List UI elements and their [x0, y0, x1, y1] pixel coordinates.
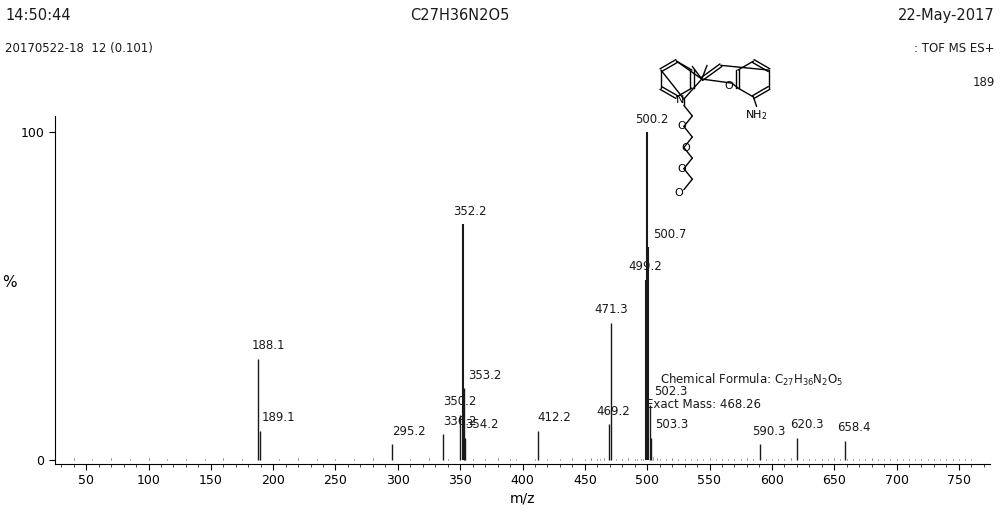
Text: 295.2: 295.2 — [392, 425, 425, 437]
Text: 20170522-18  12 (0.101): 20170522-18 12 (0.101) — [5, 42, 153, 55]
Text: NH$_2$: NH$_2$ — [745, 109, 768, 122]
Text: 412.2: 412.2 — [538, 412, 571, 424]
X-axis label: m/z: m/z — [510, 491, 535, 505]
Text: : TOF MS ES+: : TOF MS ES+ — [914, 42, 995, 55]
Text: O: O — [674, 188, 683, 198]
Text: 336.2: 336.2 — [443, 415, 476, 428]
Text: 189: 189 — [973, 76, 995, 90]
Text: 500.2: 500.2 — [635, 113, 668, 126]
Text: 658.4: 658.4 — [837, 421, 871, 434]
Text: 469.2: 469.2 — [596, 405, 630, 418]
Text: 590.3: 590.3 — [752, 425, 786, 437]
Text: 503.3: 503.3 — [655, 418, 688, 431]
Text: 14:50:44: 14:50:44 — [5, 8, 71, 23]
Text: C27H36N2O5: C27H36N2O5 — [410, 8, 510, 23]
Y-axis label: %: % — [2, 275, 17, 290]
Text: 353.2: 353.2 — [468, 369, 501, 382]
Text: O: O — [677, 122, 686, 131]
Text: 502.3: 502.3 — [654, 385, 687, 398]
Text: 189.1: 189.1 — [262, 412, 296, 424]
Text: O: O — [725, 81, 734, 91]
Text: O: O — [682, 143, 691, 152]
Text: 499.2: 499.2 — [629, 260, 662, 274]
Text: 352.2: 352.2 — [453, 204, 486, 218]
Text: 471.3: 471.3 — [594, 303, 628, 316]
Text: 620.3: 620.3 — [790, 418, 823, 431]
Text: 188.1: 188.1 — [252, 339, 286, 352]
Text: N: N — [676, 95, 684, 105]
Text: 500.7: 500.7 — [653, 228, 686, 241]
Text: 354.2: 354.2 — [465, 418, 499, 431]
Text: Chemical Formula: $\mathrm{C_{27}H_{36}N_2O_5}$: Chemical Formula: $\mathrm{C_{27}H_{36}N… — [660, 372, 843, 388]
Text: O: O — [677, 164, 686, 173]
Text: 350.2: 350.2 — [443, 395, 476, 408]
Text: 22-May-2017: 22-May-2017 — [898, 8, 995, 23]
Text: Exact Mass: 468.26: Exact Mass: 468.26 — [646, 398, 761, 411]
